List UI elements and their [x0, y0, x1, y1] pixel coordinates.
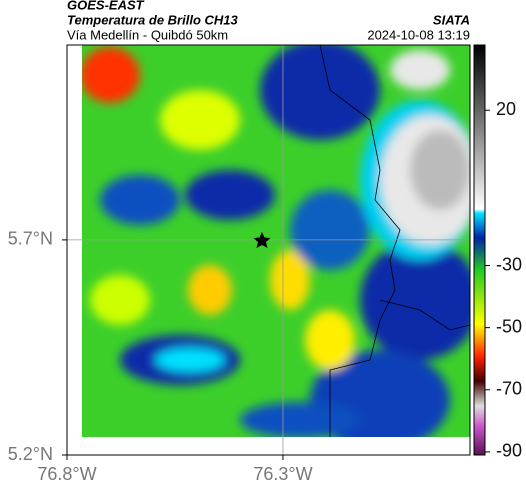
x-tick-label: 76.8°W	[37, 464, 96, 484]
source: SIATA	[433, 12, 470, 27]
subtitle: Temperatura de Brillo CH13	[67, 12, 239, 27]
satellite-image	[82, 45, 470, 437]
colorbar-label: -30	[496, 254, 522, 274]
colorbar-label: -50	[496, 316, 522, 336]
plot-frame	[66, 44, 471, 456]
colorbar-label: 20	[496, 99, 516, 119]
y-tick-label: 5.2°N	[8, 444, 53, 464]
x-tick-label: 76.3°W	[253, 464, 312, 484]
route: Vía Medellín - Quibdó 50km	[67, 27, 228, 42]
timestamp: 2024-10-08 13:19	[367, 27, 470, 42]
location-star	[253, 232, 271, 248]
colorbar-label: -90	[496, 441, 522, 461]
colorbar	[473, 44, 486, 456]
y-tick-label: 5.7°N	[8, 229, 53, 249]
colorbar-label: -70	[496, 379, 522, 399]
title: GOES-EAST	[67, 0, 145, 12]
